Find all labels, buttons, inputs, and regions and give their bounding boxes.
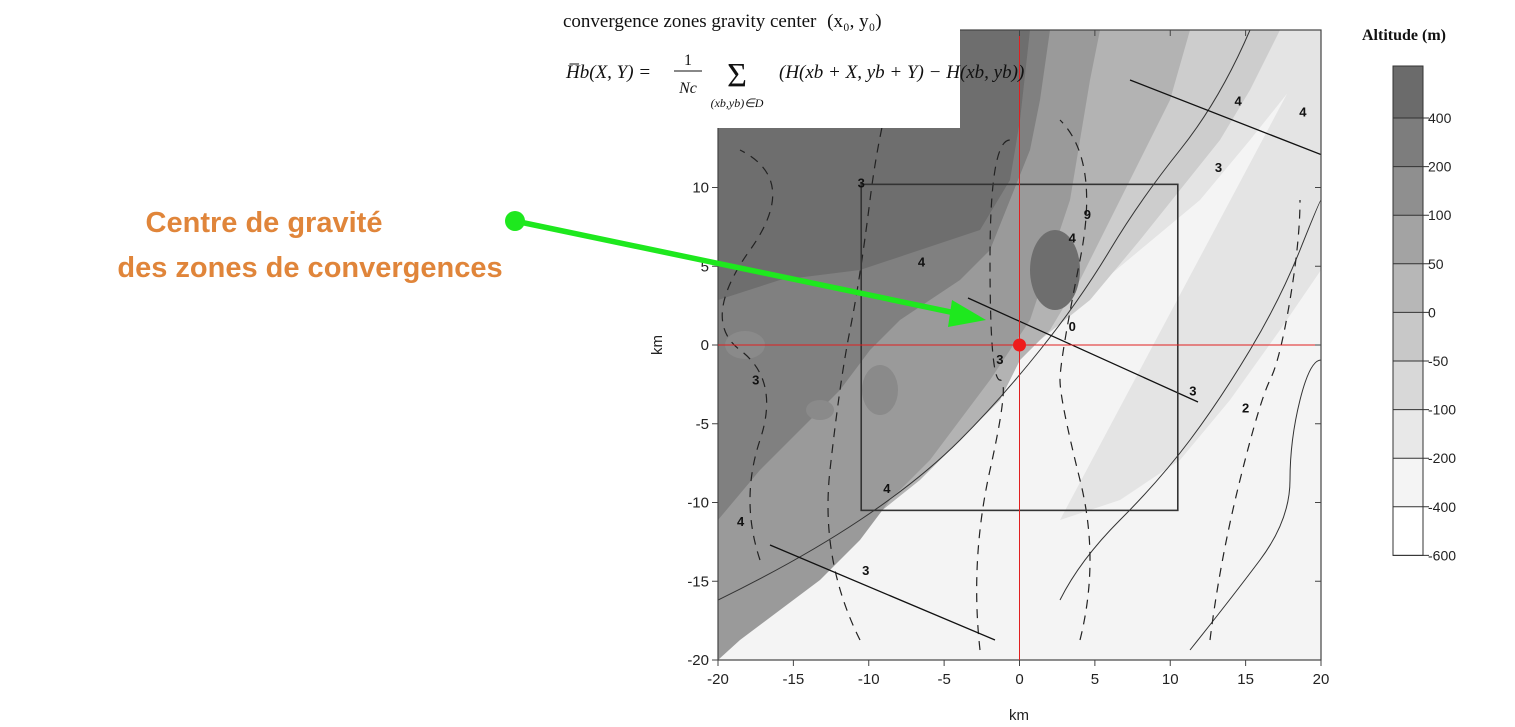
annotation-line2: des zones de convergences (117, 252, 502, 284)
chart-title-vars: (x₀, y₀) (827, 11, 881, 32)
contour-label: 3 (1215, 160, 1222, 175)
dashed-isoline (1209, 199, 1301, 641)
x-axis-label: km (1009, 707, 1029, 724)
arrow-head (948, 300, 986, 327)
y-tick-label: -5 (696, 416, 709, 433)
colorbar-swatch (1393, 166, 1423, 216)
overlay (718, 30, 1321, 660)
x-tick-label: -20 (707, 671, 729, 688)
dashed-isoline (976, 139, 1011, 651)
colorbar-tick-label: 0 (1428, 304, 1436, 320)
x-tick-label: 10 (1162, 671, 1179, 688)
transect-line (967, 297, 1199, 403)
annotation-line1: Centre de gravité (146, 207, 383, 239)
dashed-isoline (1059, 119, 1091, 641)
colorbar-swatch (1393, 312, 1423, 361)
contour-label: 4 (918, 254, 926, 269)
y-tick-label: 0 (701, 337, 709, 354)
colorbar-tick-label: -400 (1428, 499, 1456, 515)
colorbar-swatch (1393, 506, 1423, 556)
contour-label: 4 (1299, 105, 1307, 120)
chart-title: convergence zones gravity center (x₀, y₀… (563, 11, 882, 32)
contour-label: 4 (1234, 94, 1242, 109)
contour-label: 3 (996, 352, 1003, 367)
gravity-center-point (1013, 338, 1026, 352)
formula-fraction-num: 1 (684, 52, 692, 69)
formula-lhs: H̅b(X, Y) = (565, 62, 651, 83)
contour-label: 2 (1242, 401, 1249, 416)
arrow-shaft (512, 218, 963, 317)
terrain-contour-line (718, 30, 1251, 601)
x-tick-label: -5 (937, 671, 950, 688)
x-tick-label: 20 (1313, 671, 1330, 688)
colorbar-swatch (1393, 361, 1423, 410)
y-tick-label: -10 (687, 495, 709, 512)
formula-sum: Σ (727, 57, 747, 94)
colorbar-tick-label: 100 (1428, 207, 1452, 223)
x-tick-label: -10 (858, 671, 880, 688)
contour-label: 4 (737, 514, 745, 529)
colorbar: 400 200 100 50 0 -50 -100 -200 -400 -600 (1392, 65, 1456, 563)
transect-line (1129, 79, 1321, 156)
dashed-isoline (721, 149, 774, 561)
contour-label: 4 (1069, 231, 1077, 246)
contour-label: 3 (752, 372, 759, 387)
contour-label: 0 (1069, 319, 1076, 334)
terrain-patch (862, 365, 898, 415)
transect-line (769, 544, 996, 641)
x-tick-label: 15 (1237, 671, 1254, 688)
colorbar-tick-label: -100 (1428, 402, 1456, 418)
terrain-patch (806, 400, 834, 420)
contour-label: 3 (858, 176, 865, 191)
contour-label: 3 (862, 563, 869, 578)
y-tick-label: 10 (692, 180, 709, 197)
colorbar-swatch (1393, 263, 1423, 313)
terrain-contour-line (1059, 199, 1321, 601)
contour-label: 4 (883, 481, 891, 496)
colorbar-tick-label: 400 (1428, 110, 1452, 126)
colorbar-tick-label: -600 (1428, 547, 1456, 563)
x-tick-label: 5 (1091, 671, 1099, 688)
colorbar-swatch (1393, 409, 1423, 459)
contour-label: 3 (1189, 383, 1196, 398)
colorbar-title: Altitude (m) (1362, 27, 1446, 44)
x-tick-label: 0 (1015, 671, 1023, 688)
formula-background (558, 0, 960, 128)
annotation-arrow (505, 211, 986, 327)
y-tick-label: -20 (687, 652, 709, 669)
chart-title-text: convergence zones gravity center (563, 11, 817, 32)
contour-label: 9 (1084, 207, 1091, 222)
y-axis-label: km (649, 335, 666, 355)
terrain-patch (1030, 230, 1080, 310)
colorbar-swatch (1393, 66, 1423, 118)
colorbar-tick-label: -50 (1428, 353, 1448, 369)
colorbar-tick-label: -200 (1428, 450, 1456, 466)
colorbar-swatch (1393, 215, 1423, 264)
colorbar-tick-label: 200 (1428, 159, 1452, 175)
colorbar-swatch (1393, 118, 1423, 167)
colorbar-tick-label: 50 (1428, 256, 1444, 272)
colorbar-frame (1392, 65, 1424, 556)
formula-rhs: (H(xb + X, yb + Y) − H(xb, yb)) (779, 62, 1024, 83)
formula-fraction-den: Nc (678, 80, 697, 97)
terrain-contour-line (1189, 359, 1321, 651)
x-tick-label: -15 (783, 671, 805, 688)
y-tick-label: -15 (687, 573, 709, 590)
colorbar-swatch (1393, 458, 1423, 507)
y-tick-label: 5 (701, 258, 709, 275)
formula-sum-subscript: (xb,yb)∈D (711, 96, 764, 110)
